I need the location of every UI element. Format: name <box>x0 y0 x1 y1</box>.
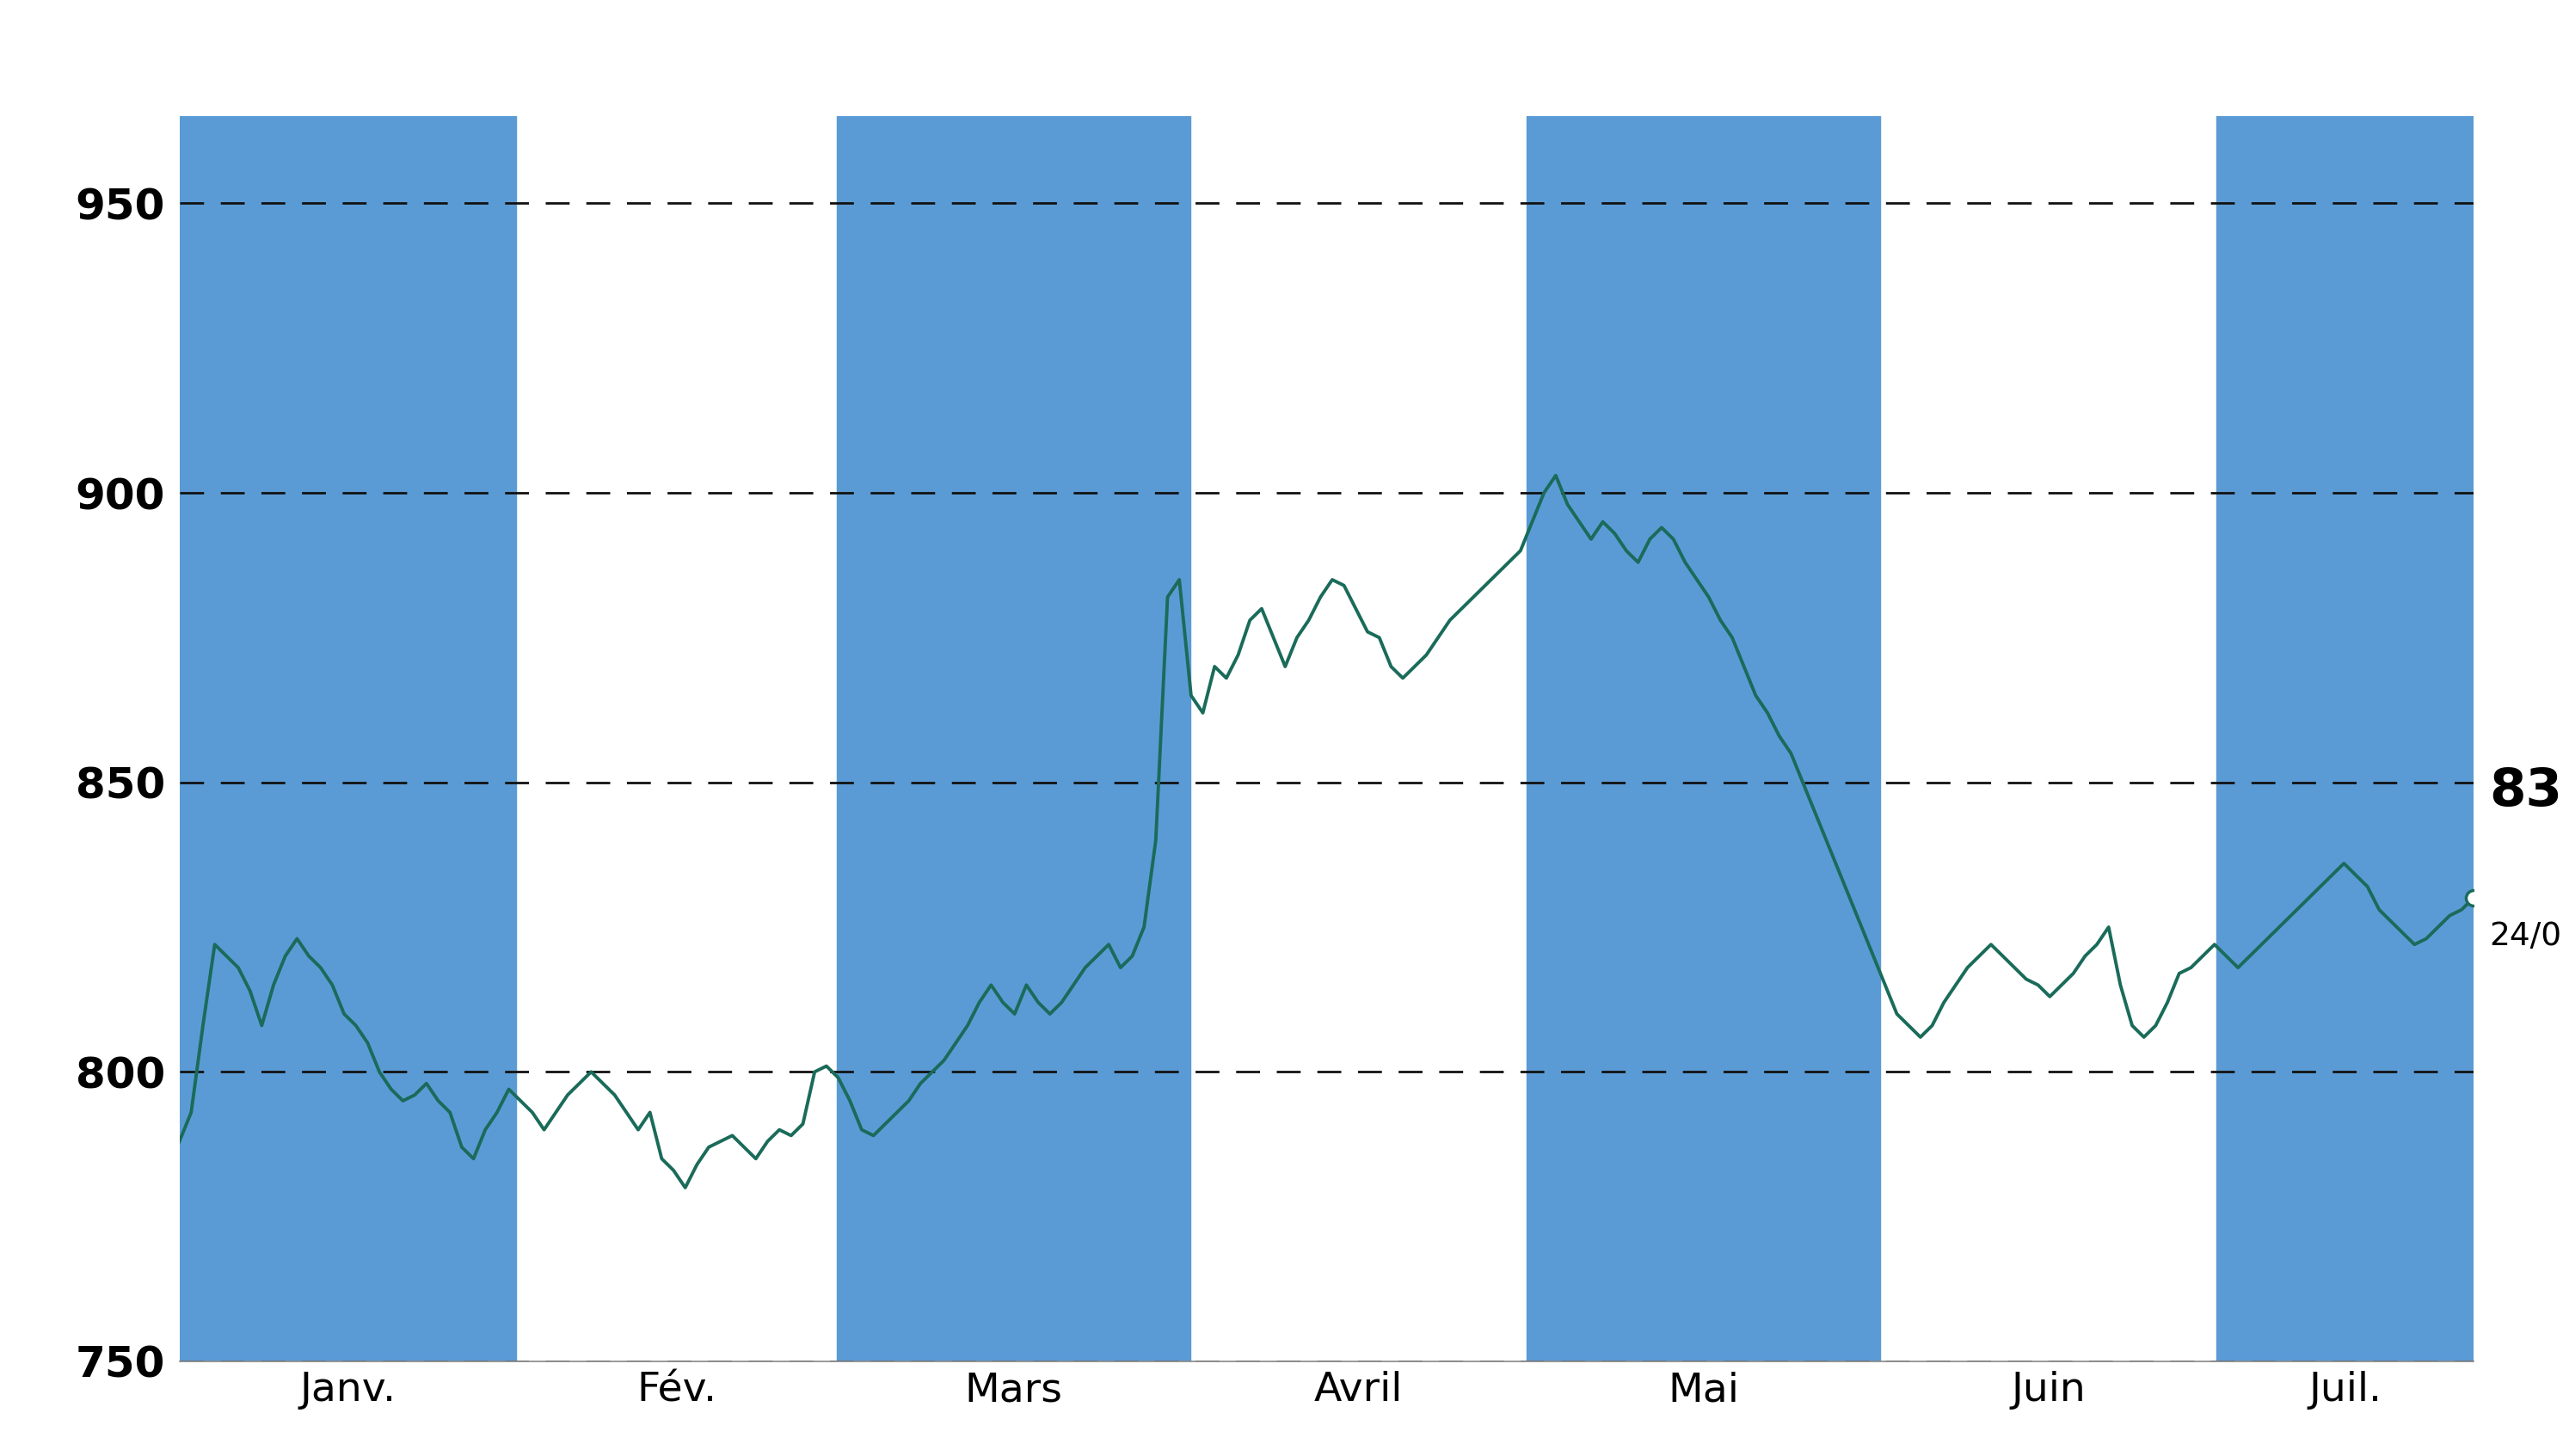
Text: 830: 830 <box>2489 766 2563 817</box>
Bar <box>179 116 515 1361</box>
Bar <box>838 116 1189 1361</box>
Bar <box>2217 116 2473 1361</box>
Text: ROBERTET: ROBERTET <box>1002 6 1561 99</box>
Text: 24/07: 24/07 <box>2489 922 2563 952</box>
Bar <box>1528 116 1879 1361</box>
